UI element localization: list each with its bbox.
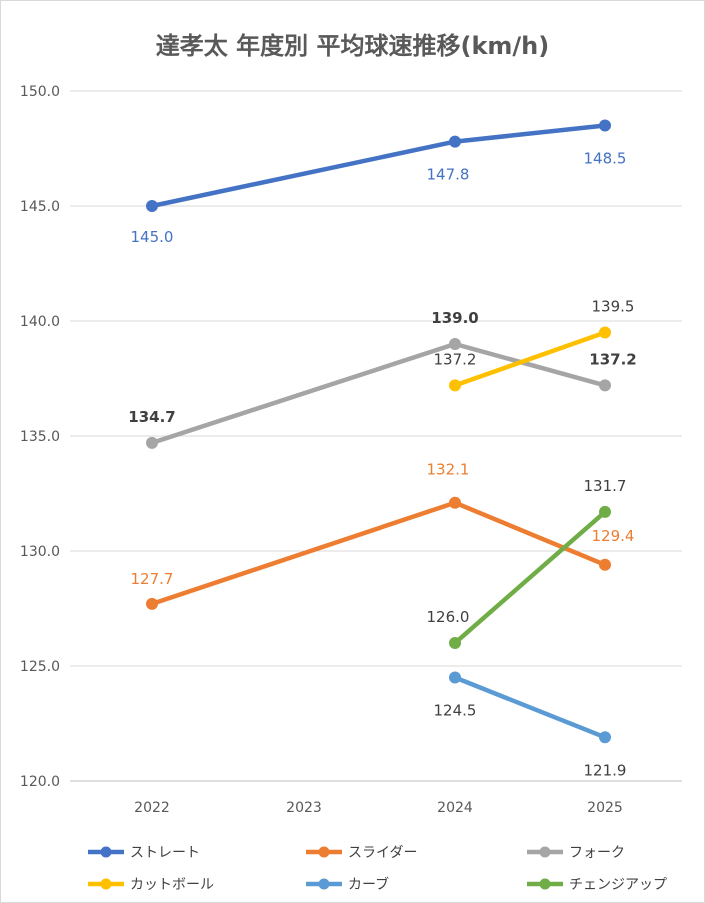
- legend-marker: [539, 846, 551, 858]
- data-point: [449, 637, 461, 649]
- data-label: 147.8: [427, 166, 470, 184]
- data-label: 148.5: [584, 150, 627, 168]
- data-label: 126.0: [427, 608, 470, 626]
- data-point: [599, 379, 611, 392]
- data-point: [599, 326, 611, 339]
- data-label: 127.7: [131, 570, 174, 588]
- legend-marker: [318, 846, 330, 858]
- series-line: [149, 500, 608, 607]
- y-tick-label: 140.0: [20, 314, 60, 330]
- data-point: [449, 379, 461, 392]
- data-label: 137.2: [434, 350, 477, 368]
- legend-label: スライダー: [348, 845, 417, 861]
- x-tick-label: 2025: [587, 800, 623, 816]
- x-tick-label: 2022: [134, 800, 170, 816]
- series-line: [149, 123, 608, 209]
- legend-marker: [539, 878, 551, 890]
- data-point: [449, 496, 461, 509]
- data-point: [599, 505, 611, 518]
- data-point: [599, 731, 611, 744]
- series-line: [452, 675, 608, 740]
- chart-title: 達孝太 年度別 平均球速推移(km/h): [155, 32, 550, 60]
- data-point: [449, 135, 461, 148]
- y-tick-label: 150.0: [20, 84, 60, 100]
- series-line: [452, 330, 608, 388]
- legend-label: フォーク: [569, 845, 625, 861]
- legend-marker: [318, 878, 330, 890]
- data-point: [599, 558, 611, 571]
- data-label: 139.0: [431, 309, 478, 327]
- data-point: [449, 338, 461, 350]
- data-label: 137.2: [589, 350, 636, 368]
- data-label: 124.5: [434, 702, 477, 720]
- data-label: 132.1: [427, 461, 470, 479]
- legend-marker: [100, 878, 112, 890]
- data-point: [449, 671, 461, 684]
- data-point: [146, 597, 158, 610]
- y-tick-label: 145.0: [20, 199, 60, 215]
- data-label: 121.9: [584, 761, 627, 779]
- series-line: [452, 509, 608, 646]
- legend-marker: [100, 846, 112, 858]
- data-label: 131.7: [584, 477, 627, 495]
- data-label: 134.7: [128, 408, 175, 426]
- legend-label: ストレート: [130, 845, 200, 861]
- data-label: 129.4: [592, 527, 635, 545]
- data-label: 145.0: [131, 228, 174, 246]
- x-tick-label: 2024: [437, 800, 473, 816]
- data-point: [146, 436, 158, 449]
- data-label: 139.5: [592, 298, 635, 316]
- data-point: [599, 119, 611, 132]
- y-tick-label: 130.0: [20, 544, 60, 560]
- y-tick-label: 120.0: [20, 774, 60, 790]
- y-tick-label: 125.0: [20, 659, 60, 675]
- y-tick-label: 135.0: [20, 429, 60, 445]
- legend-label: カーブ: [348, 876, 389, 893]
- legend-label: カットボール: [130, 877, 214, 893]
- legend-label: チェンジアップ: [569, 877, 667, 893]
- x-tick-label: 2023: [286, 800, 322, 816]
- data-point: [146, 200, 158, 212]
